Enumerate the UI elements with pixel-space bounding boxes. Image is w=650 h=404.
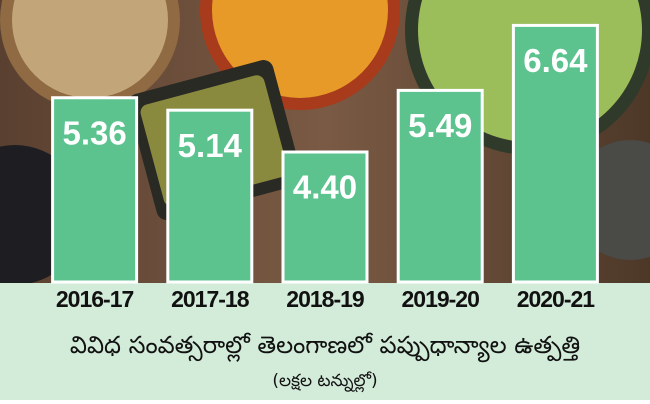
bar — [166, 108, 254, 284]
x-tick-label: 2016-17 — [56, 286, 134, 312]
bar — [51, 96, 139, 284]
bottom-panel — [0, 283, 650, 400]
x-tick-label: 2019-20 — [401, 286, 479, 312]
value-label: 5.36 — [62, 114, 126, 151]
bar — [511, 23, 599, 284]
x-tick-label: 2020-21 — [517, 286, 596, 312]
chart-title: వివిధ సంవత్సరాల్లో తెలంగాణలో పప్పుధాన్యా… — [70, 331, 580, 363]
x-tick-label: 2017-18 — [171, 286, 250, 312]
bar — [396, 88, 484, 284]
value-label: 5.14 — [178, 127, 243, 164]
x-tick-label: 2018-19 — [286, 286, 364, 312]
value-label: 6.64 — [523, 42, 588, 79]
value-label: 4.40 — [293, 169, 357, 206]
chart-subtitle: (లక్షల టన్నుల్లో) — [272, 371, 377, 393]
value-label: 5.49 — [408, 107, 472, 144]
bar — [281, 150, 369, 284]
